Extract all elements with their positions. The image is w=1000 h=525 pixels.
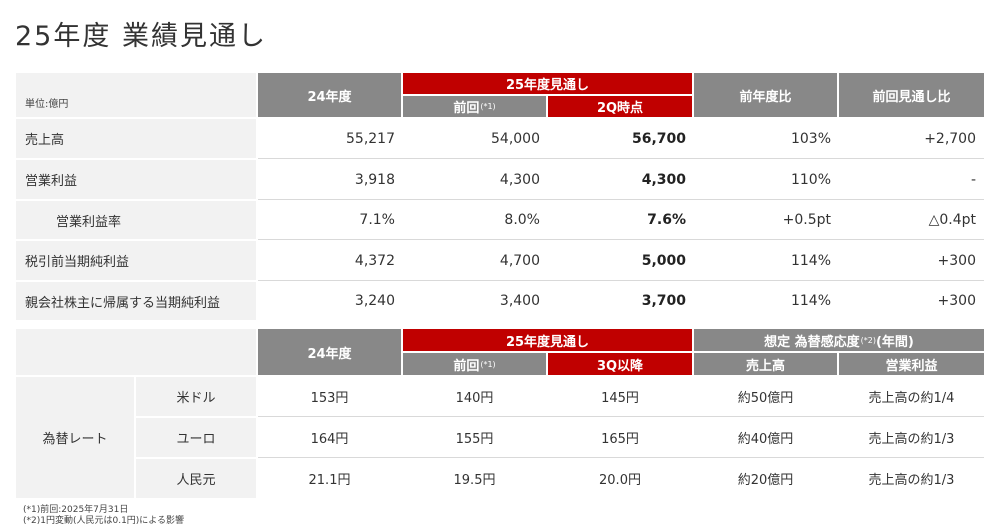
cell-value: 3,700	[641, 293, 686, 309]
fx-header-sensitivity-label: 想定 為替感応度	[764, 334, 860, 350]
cell-value: +0.5pt	[782, 212, 831, 228]
fx-group-label: 為替レート	[16, 377, 134, 498]
cell-value: 4,372	[354, 252, 395, 269]
cell-value: 4,300	[641, 171, 686, 188]
cell-value: 約50億円	[737, 391, 794, 406]
header-yoy: 前年度比	[694, 73, 837, 117]
cell-value: 約20億円	[737, 473, 794, 488]
cell-value: 55,217	[346, 130, 395, 147]
currency-eur: ユーロ	[136, 418, 256, 457]
cell-value: 売上高の約1/4	[868, 391, 955, 406]
fx-header-fy24: 24年度	[258, 329, 401, 375]
cell-value: 3,918	[354, 171, 395, 188]
cell-value: 3,240	[354, 293, 395, 309]
cell-value: +300	[937, 252, 976, 269]
cell-value: 売上高の約1/3	[868, 432, 955, 447]
cell-value: 165円	[601, 432, 639, 447]
cell-value: 8.0%	[504, 212, 540, 228]
cell-value: 153円	[310, 391, 349, 406]
fx-header-sensitivity-period: (年間)	[875, 334, 914, 350]
header-current-forecast: 2Q時点	[548, 96, 692, 117]
cell-value: 7.6%	[647, 212, 686, 228]
cell-value: 約40億円	[737, 432, 794, 447]
footnote-ref-2: (*2)	[860, 335, 876, 345]
cell-value: 110%	[790, 171, 831, 188]
fx-header-sales: 売上高	[694, 353, 837, 375]
fx-header-prev-forecast: 前回 (*1)	[403, 353, 546, 375]
row-label-pretax-income: 税引前当期純利益	[16, 241, 256, 280]
footnote-2: (*2)1円変動(人民元は0.1円)による影響	[23, 516, 185, 525]
fx-header-sensitivity: 想定 為替感応度 (*2) (年間)	[694, 329, 984, 351]
cell-value: 21.1円	[308, 473, 351, 488]
cell-value: 164円	[310, 432, 349, 447]
cell-value: +2,700	[924, 130, 976, 147]
cell-value: +300	[937, 293, 976, 309]
fx-header-fy25-forecast: 25年度見通し	[403, 329, 692, 351]
cell-value: 54,000	[491, 130, 540, 147]
footnote-ref-1: (*1)	[480, 359, 496, 369]
header-prev-forecast-label: 前回	[453, 101, 480, 116]
row-label-net-income: 親会社株主に帰属する当期純利益	[16, 282, 256, 320]
cell-value: 4,300	[499, 171, 540, 188]
cell-value: 140円	[455, 391, 494, 406]
cell-value: 売上高の約1/3	[868, 473, 955, 488]
cell-value: 5,000	[641, 252, 686, 269]
currency-usd: 米ドル	[136, 377, 256, 416]
cell-value: -	[970, 171, 976, 188]
cell-value: 114%	[790, 252, 831, 269]
fx-header-operating-profit: 営業利益	[839, 353, 984, 375]
header-fy24: 24年度	[258, 73, 401, 117]
header-vs-prev: 前回見通し比	[839, 73, 984, 117]
unit-label: 単位:億円	[16, 73, 256, 117]
cell-value: 155円	[455, 432, 494, 447]
cell-value: 56,700	[631, 130, 686, 147]
cell-value: 103%	[790, 130, 831, 147]
page-title: 25年度 業績見通し	[15, 21, 267, 52]
cell-value: 7.1%	[359, 212, 395, 228]
currency-cny: 人民元	[136, 459, 256, 498]
cell-value: 145円	[601, 391, 639, 406]
fx-header-prev-forecast-label: 前回	[453, 358, 480, 374]
footnote-1: (*1)前回:2025年7月31日	[23, 505, 129, 515]
row-label-operating-profit: 営業利益	[16, 160, 256, 199]
fx-header-blank	[16, 329, 256, 375]
cell-value: 4,700	[499, 252, 540, 269]
cell-value: 3,400	[499, 293, 540, 309]
cell-value: 20.0円	[599, 473, 641, 488]
cell-value: △0.4pt	[928, 212, 976, 228]
row-label-sales: 売上高	[16, 119, 256, 158]
cell-value: 114%	[790, 293, 831, 309]
header-prev-forecast: 前回 (*1)	[403, 96, 546, 117]
footnote-ref-1: (*1)	[480, 102, 496, 111]
cell-value: 19.5円	[453, 473, 496, 488]
fx-header-current: 3Q以降	[548, 353, 692, 375]
row-label-operating-margin: 営業利益率	[16, 201, 256, 239]
header-fy25-forecast: 25年度見通し	[403, 73, 692, 94]
